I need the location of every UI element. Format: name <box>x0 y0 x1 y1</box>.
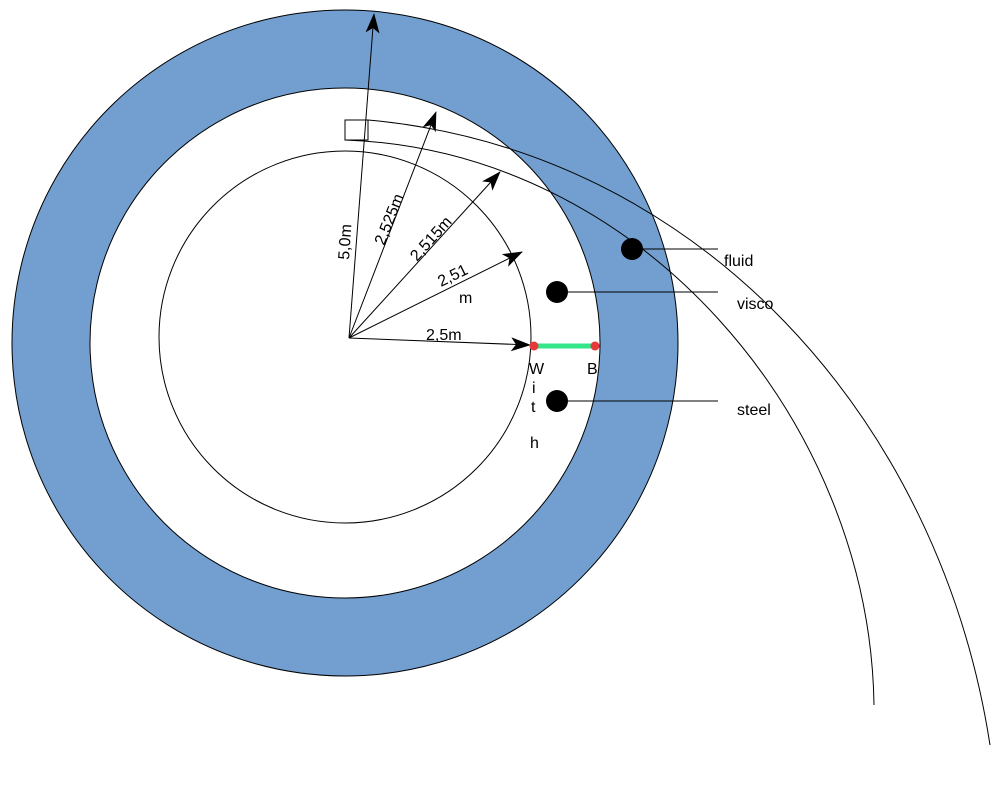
radius-arrow-2-525m <box>348 111 437 339</box>
label-5-0m: 5,0m <box>336 224 355 261</box>
radius-arrow-2-51m <box>348 251 523 339</box>
fluid-marker-dot <box>621 238 643 260</box>
legend-steel: steel <box>737 402 771 419</box>
inner-circle <box>158 150 532 524</box>
radius-arrow-5-0m <box>348 13 380 339</box>
fluid-ring <box>11 9 679 677</box>
top-rectangle <box>344 119 369 141</box>
radius-arrow-2-5m <box>348 337 531 352</box>
point-b-dot <box>590 341 600 351</box>
label-2-51-line2: m <box>459 290 472 307</box>
point-w-dot <box>529 341 539 351</box>
label-t: t <box>531 399 536 416</box>
label-2-525m: 2,525m <box>372 192 408 248</box>
label-h: h <box>530 435 539 452</box>
label-w: W <box>529 361 545 378</box>
visco-marker-dot <box>546 281 568 303</box>
inner-trailing-curve <box>344 139 875 706</box>
outer-trailing-curve <box>367 119 991 746</box>
radius-arrow-2-515m <box>348 171 501 339</box>
legend-visco: visco <box>737 296 774 313</box>
legend-fluid: fluid <box>724 253 753 270</box>
steel-marker-dot <box>546 390 568 412</box>
label-i: i <box>532 380 536 397</box>
label-2-5m: 2,5m <box>426 327 462 344</box>
label-2-515m: 2,515m <box>407 214 455 265</box>
label-b: B <box>587 361 598 378</box>
